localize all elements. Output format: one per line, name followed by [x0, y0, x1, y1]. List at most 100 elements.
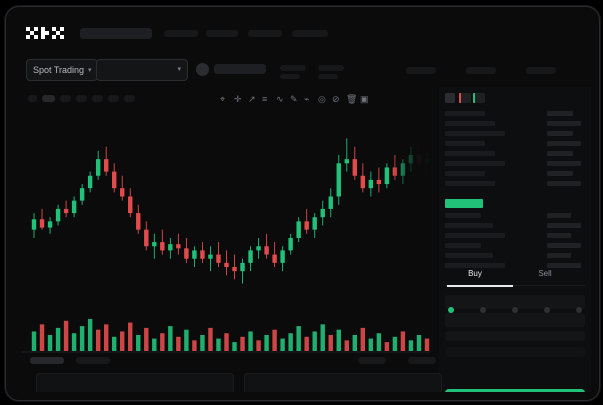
tab-buy[interactable]: Buy [468, 269, 482, 278]
dot-5[interactable] [576, 307, 582, 313]
eye-icon[interactable]: ◎ [318, 94, 326, 104]
stat-5 [526, 67, 556, 74]
tab-open-orders[interactable] [30, 357, 64, 364]
magnet-icon[interactable]: ⌁ [304, 94, 310, 104]
stat-1-sub [280, 74, 300, 79]
order-book-row-price [547, 223, 581, 228]
nav-item-3[interactable] [248, 30, 282, 37]
candlestick-series [31, 138, 430, 284]
pagination-dots [448, 305, 588, 315]
interval-1w[interactable] [108, 95, 119, 102]
price-chart[interactable] [22, 111, 439, 311]
volume-series [22, 319, 431, 353]
interval-1d[interactable] [92, 95, 103, 102]
order-book-row[interactable] [445, 243, 481, 248]
order-book-view-tabs [445, 93, 505, 105]
wave-icon[interactable]: ∿ [276, 94, 284, 104]
interval-1h[interactable] [60, 95, 71, 102]
nav-item-4[interactable] [292, 30, 328, 37]
amount-field[interactable] [445, 313, 585, 327]
order-book-row[interactable] [445, 171, 485, 176]
search-input[interactable] [80, 28, 152, 39]
bottom-panel [22, 355, 442, 392]
chevron-down-icon: ▾ [177, 66, 181, 73]
tab-sell[interactable]: Sell [538, 269, 552, 278]
pencil-icon[interactable]: ✎ [290, 94, 298, 104]
lock-icon[interactable]: ⊘ [332, 94, 340, 104]
active-tab-underline [447, 285, 513, 287]
order-book-row[interactable] [445, 141, 485, 146]
interval-15m[interactable] [42, 95, 55, 102]
spread-indicator [445, 199, 483, 208]
bottom-action-2[interactable] [408, 357, 436, 364]
interval-1m[interactable] [28, 95, 37, 102]
market-sub-bar: Spot Trading ▾ ▾ [14, 55, 591, 89]
interval-4h[interactable] [76, 95, 87, 102]
coin-icon [196, 63, 209, 76]
order-book-row[interactable] [445, 233, 505, 238]
order-book-row-price [547, 181, 581, 186]
crosshair-icon[interactable]: ✛ [234, 94, 242, 104]
order-book-row[interactable] [445, 121, 495, 126]
bottom-card-right[interactable] [244, 373, 442, 392]
price-field[interactable] [445, 295, 585, 309]
orderbook-both-icon[interactable] [445, 93, 455, 103]
order-book-row-price [547, 111, 573, 116]
order-book-row-price [547, 151, 573, 156]
stat-2 [318, 65, 344, 71]
tab-order-history[interactable] [76, 357, 110, 364]
orderbook-asks-icon[interactable] [459, 93, 471, 103]
pair-selector[interactable]: ▾ [96, 59, 188, 81]
order-book-panel: Buy Sell [439, 87, 591, 392]
order-book-row[interactable] [445, 111, 485, 116]
order-book-row-price [547, 233, 571, 238]
total-field [445, 347, 585, 357]
order-book-row[interactable] [445, 223, 493, 228]
market-mode-label: Spot Trading [33, 65, 85, 75]
stat-4 [466, 67, 496, 74]
okx-logo-icon[interactable] [26, 27, 70, 40]
order-book-row[interactable] [445, 253, 493, 258]
order-book-row[interactable] [445, 161, 505, 166]
order-book-row[interactable] [445, 213, 481, 218]
order-book-row-price [547, 171, 573, 176]
bottom-action-1[interactable] [358, 357, 386, 364]
dot-3[interactable] [512, 307, 518, 313]
order-book-row-price [547, 131, 573, 136]
order-book-row-price [547, 213, 571, 218]
interval-more[interactable] [124, 95, 135, 102]
dot-4[interactable] [544, 307, 550, 313]
stat-3 [406, 67, 436, 74]
slider-field[interactable] [445, 331, 585, 341]
dot-2[interactable] [480, 307, 486, 313]
trash-icon[interactable]: 🗑 [346, 94, 358, 104]
order-book-row[interactable] [445, 181, 495, 186]
submit-order-button[interactable] [445, 389, 585, 392]
app-screen: Spot Trading ▾ ▾ [14, 15, 591, 392]
order-book-row[interactable] [445, 151, 495, 156]
nav-item-1[interactable] [164, 30, 198, 37]
top-bar [14, 15, 591, 51]
bottom-card-left[interactable] [36, 373, 234, 392]
camera-icon[interactable]: ▣ [360, 94, 369, 104]
market-mode-selector[interactable]: Spot Trading ▾ [26, 59, 98, 81]
order-book-row-price [547, 161, 581, 166]
order-form-tabs: Buy Sell [445, 269, 585, 289]
fib-icon[interactable]: ≡ [262, 94, 268, 104]
volume-chart[interactable] [22, 315, 439, 355]
order-book-row-price [547, 243, 581, 248]
panel-gradient-mask [392, 111, 439, 303]
trendline-icon[interactable]: ↗ [248, 94, 256, 104]
order-book-row[interactable] [445, 131, 505, 136]
order-book-row[interactable] [445, 263, 505, 268]
nav-item-2[interactable] [206, 30, 238, 37]
order-book-row-price [547, 141, 581, 146]
chart-toolbar: ⌖ ✛ ↗ ≡ ∿ ✎ ⌁ ◎ ⊘ 🗑 ▣ [14, 93, 591, 109]
cursor-icon[interactable]: ⌖ [220, 94, 226, 104]
orderbook-bids-icon[interactable] [473, 93, 485, 103]
order-book-row-price [547, 253, 571, 258]
pair-price [214, 64, 266, 74]
stat-1 [280, 65, 306, 71]
dot-1[interactable] [448, 307, 454, 313]
